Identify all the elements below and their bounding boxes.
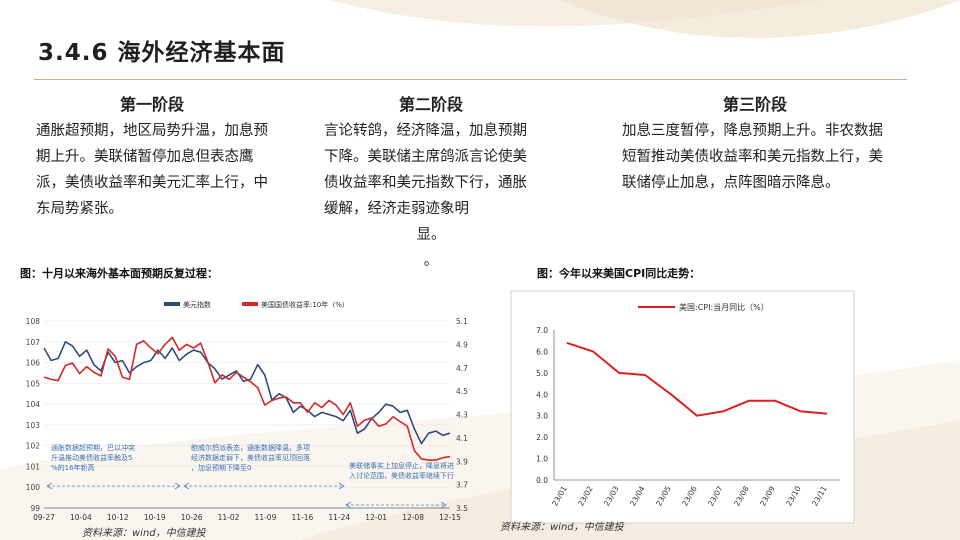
chart-annotation: 美联储事实上加息停止，降息将进: [349, 461, 454, 470]
right-figure-caption: 图：今年以来美国CPI同比走势：: [537, 267, 701, 280]
y-right-tick-label: 4.3: [456, 411, 468, 420]
y-tick-label: 2.0: [536, 433, 548, 442]
x-tick-label: 11-16: [291, 513, 313, 522]
stage-1-text: 通胀超预期，地区局势升温，加息预期上升。美联储暂停加息但表态鹰派，美债收益率和美…: [36, 123, 268, 217]
dollar-yield-chart: 99 100 101 102 103 104 105 106 107 108 3.5 3.7 3.9 4.…: [26, 300, 468, 522]
y-left-tick-label: 106: [26, 359, 41, 368]
treasury-yield-line: [43, 336, 451, 461]
y-left-tick-label: 103: [26, 421, 41, 430]
left-figure-caption: 图：十月以来海外基本面预期反复过程：: [20, 267, 218, 280]
y-left-tick-label: 107: [26, 338, 41, 347]
arrow-left-icon: [46, 482, 53, 490]
y-tick-label: 7.0: [536, 326, 548, 335]
x-tick-label: 10-26: [181, 513, 203, 522]
y-right-tick-label: 4.1: [456, 434, 468, 443]
legend-label: 美国国债收益率:10年（%）: [261, 300, 349, 309]
chart-annotation: ，加息预期下降至0: [191, 463, 251, 472]
stage-3-heading: 第三阶段: [722, 95, 787, 114]
stage-2-heading: 第二阶段: [398, 95, 463, 114]
y-tick-label: 5.0: [536, 369, 548, 378]
x-tick-label: 12-15: [439, 513, 461, 522]
page-title: 3.4.6 海外经济基本面: [38, 40, 286, 66]
chart-annotation: 鲍威尔鸽派表态，通胀数据降温，多项: [191, 443, 310, 452]
stage-2-text-tail: 显。: [416, 227, 446, 243]
legend-swatch: [242, 302, 258, 306]
y-left-tick-label: 101: [26, 462, 41, 471]
stage-2-text: 言论转鸽，经济降温，加息预期下降。美联储主席鸽派言论使美债收益率和美元指数下行，…: [324, 123, 527, 217]
y-tick-label: 0.0: [536, 476, 548, 485]
stage-3-text: 加息三度暂停，降息预期上升。非农数据短暂推动美债收益率和美元指数上行，美联储停止…: [622, 123, 883, 191]
y-tick-label: 3.0: [536, 412, 548, 421]
y-left-tick-label: 108: [26, 317, 41, 326]
y-left-tick-label: 100: [26, 483, 41, 492]
y-right-tick-label: 3.9: [456, 457, 468, 466]
y-tick-label: 4.0: [536, 390, 548, 399]
x-tick-label: 09-27: [33, 513, 55, 522]
x-tick-label: 10-04: [70, 513, 92, 522]
chart-annotation: 通胀数据超预期，巴以冲突: [51, 443, 135, 452]
chart-annotation: 入讨论范围，美债收益率继续下行: [349, 471, 454, 480]
y-tick-label: 1.0: [536, 455, 548, 464]
chart-annotation: %的16年新高: [51, 463, 95, 472]
x-tick-label: 12-01: [365, 513, 387, 522]
stage-1-heading: 第一阶段: [119, 95, 184, 114]
chart-annotation: 升温推动美债收益率触及5: [51, 453, 132, 462]
x-tick-label: 11-02: [218, 513, 240, 522]
x-tick-label: 10-19: [144, 513, 166, 522]
x-tick-label: 10-12: [107, 513, 129, 522]
left-source-note: 资料来源：wind，中信建投: [82, 528, 206, 539]
x-tick-label: 11-24: [328, 513, 350, 522]
y-left-tick-label: 105: [26, 379, 41, 388]
y-right-tick-label: 4.5: [456, 387, 468, 396]
y-left-tick-label: 99: [30, 504, 40, 513]
stage-1-block: 第一阶段 通胀超预期，地区局势升温，加息预期上升。美联储暂停加息但表态鹰派，美债…: [36, 94, 268, 222]
y-right-tick-label: 4.9: [456, 340, 468, 349]
arrow-left-icon: [183, 482, 190, 490]
dollar-index-line: [43, 341, 451, 445]
chart-annotation: 经济数据走弱下，美债收益率见顶回落: [191, 453, 310, 462]
legend-label: 美国:CPI:当月同比（%）: [679, 302, 769, 312]
y-tick-label: 6.0: [536, 347, 548, 356]
arrow-right-icon: [174, 482, 181, 490]
stage-2-block: 第二阶段 言论转鸽，经济降温，加息预期下降。美联储主席鸽派言论使美债收益率和美元…: [324, 94, 538, 274]
arrow-right-icon: [440, 501, 447, 509]
y-right-tick-label: 3.5: [456, 504, 468, 513]
cpi-line: [566, 341, 828, 417]
title-divider: [34, 79, 907, 80]
y-left-tick-label: 102: [26, 442, 41, 451]
legend-swatch: [164, 302, 180, 306]
legend-label: 美元指数: [183, 300, 211, 309]
arrow-right-icon: [338, 482, 345, 490]
chart-frame: [510, 290, 855, 524]
y-right-tick-label: 4.7: [456, 364, 468, 373]
stage-3-block: 第三阶段 加息三度暂停，降息预期上升。非农数据短暂推动美债收益率和美元指数上行，…: [622, 94, 888, 196]
y-right-tick-label: 5.1: [456, 317, 468, 326]
x-tick-label: 12-08: [402, 513, 424, 522]
arrow-left-icon: [345, 501, 352, 509]
right-source-note: 资料来源：wind，中信建投: [500, 522, 624, 533]
x-tick-label: 11-09: [255, 513, 277, 522]
stage-2-text-tail-2: 。: [423, 253, 439, 269]
y-left-tick-label: 104: [26, 400, 41, 409]
us-cpi-chart: 0.01.02.03.04.05.06.07.023/01 23/02 23/03 2…: [510, 290, 855, 524]
y-right-tick-label: 3.7: [456, 481, 468, 490]
